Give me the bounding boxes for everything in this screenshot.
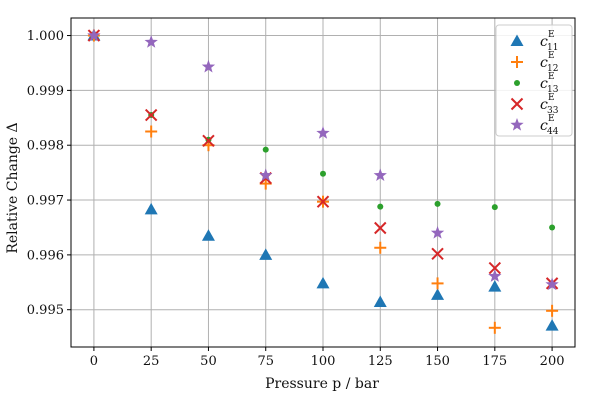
data-point-c33E xyxy=(374,221,387,235)
data-point-c11E xyxy=(201,229,215,241)
legend-label-sup: E xyxy=(548,51,555,61)
data-point-c33E xyxy=(144,108,158,122)
data-point-c44E xyxy=(488,269,502,282)
data-point-c11E xyxy=(431,288,445,300)
legend-marker-c12E xyxy=(511,56,523,68)
x-tick-label: 150 xyxy=(425,354,450,369)
data-point-c13E xyxy=(491,204,498,211)
legend-item-c33E: c E 33 xyxy=(510,93,559,116)
y-tick-label: 0.999 xyxy=(27,84,64,99)
x-tick-label: 100 xyxy=(311,354,336,369)
data-point-c33E xyxy=(202,134,215,148)
data-point-c33E xyxy=(431,247,444,260)
legend-marker-c33E xyxy=(510,97,524,111)
legend-label-main: c xyxy=(540,97,548,113)
x-tick-label: 25 xyxy=(143,354,160,369)
legend-label-main: c xyxy=(540,34,548,50)
y-tick-label: 0.995 xyxy=(27,303,64,318)
legend-marker-c13E xyxy=(514,80,520,86)
data-point-c11E xyxy=(488,280,502,292)
data-point-c44E xyxy=(373,168,387,182)
legend-label-sub: 11 xyxy=(547,43,558,53)
legend-label-sub: 12 xyxy=(547,64,558,74)
data-point-c44E xyxy=(430,225,445,239)
legend-label-sup: E xyxy=(548,93,555,103)
legend-label-sub: 44 xyxy=(547,127,559,137)
x-axis-label: Pressure p / bar xyxy=(265,376,379,392)
data-point-c12E xyxy=(374,241,387,254)
data-point-c12E xyxy=(546,304,559,317)
data-point-c11E xyxy=(373,295,387,308)
x-tick-label: 175 xyxy=(482,354,507,369)
data-point-c33E xyxy=(316,195,330,208)
legend-box xyxy=(495,24,573,137)
legend-label-sub: 33 xyxy=(547,106,559,116)
data-point-c33E xyxy=(488,261,502,275)
data-point-c13E xyxy=(549,224,556,231)
data-point-c44E xyxy=(87,28,101,42)
data-point-c12E xyxy=(259,177,272,190)
x-tick-label: 125 xyxy=(368,354,393,369)
x-tick-label: 0 xyxy=(90,354,98,369)
y-axis-label: Relative Change Δ xyxy=(5,122,21,253)
data-point-c44E xyxy=(545,277,559,291)
data-point-c44E xyxy=(259,168,273,182)
legend-label-sup: E xyxy=(548,114,555,124)
data-point-c12E xyxy=(145,125,158,138)
legend-label-main: c xyxy=(540,76,548,92)
data-point-c44E xyxy=(201,59,216,73)
x-tick-label: 75 xyxy=(257,354,274,369)
data-point-c12E xyxy=(431,277,444,290)
data-point-c44E xyxy=(144,35,158,48)
legend-marker-c11E xyxy=(510,34,524,46)
data-point-c13E xyxy=(320,170,326,177)
legend-item-c13E: c E 13 xyxy=(514,72,559,95)
legend-item-c44E: c E 44 xyxy=(510,114,559,137)
y-tick-label: 0.996 xyxy=(27,248,64,263)
legend-label-main: c xyxy=(540,118,548,134)
data-point-c11E xyxy=(259,248,273,260)
data-point-c13E xyxy=(434,200,441,207)
axis-ticks: 0 25 50 75 100 125 150 175 200 0.995 0.996 0.997 0.9… xyxy=(27,29,565,369)
legend-marker-c44E xyxy=(510,118,524,131)
plot-frame xyxy=(70,17,576,348)
legend-item-c11E: c E 11 xyxy=(510,30,558,53)
data-point-c12E xyxy=(488,321,501,334)
legend-label-sup: E xyxy=(548,30,555,40)
data-point-c13E xyxy=(377,203,384,210)
x-tick-label: 200 xyxy=(540,354,565,369)
data-point-c11E xyxy=(545,319,559,331)
legend-item-c12E: c E 12 xyxy=(511,51,558,74)
legend-label-main: c xyxy=(540,55,548,71)
grid-lines xyxy=(71,18,575,347)
data-point-c13E xyxy=(262,146,269,153)
y-tick-label: 0.997 xyxy=(27,194,64,209)
data-point-c11E xyxy=(144,202,158,215)
data-point-c11E xyxy=(316,276,330,289)
legend-label-sup: E xyxy=(548,72,555,82)
y-tick-label: 0.998 xyxy=(27,139,64,154)
data-point-c44E xyxy=(316,126,330,139)
data-points xyxy=(87,28,559,334)
y-tick-label: 1.000 xyxy=(27,29,64,44)
legend-label-sub: 13 xyxy=(547,85,559,95)
x-tick-label: 50 xyxy=(200,354,217,369)
